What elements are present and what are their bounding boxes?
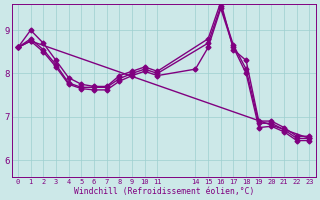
X-axis label: Windchill (Refroidissement éolien,°C): Windchill (Refroidissement éolien,°C) <box>74 187 254 196</box>
